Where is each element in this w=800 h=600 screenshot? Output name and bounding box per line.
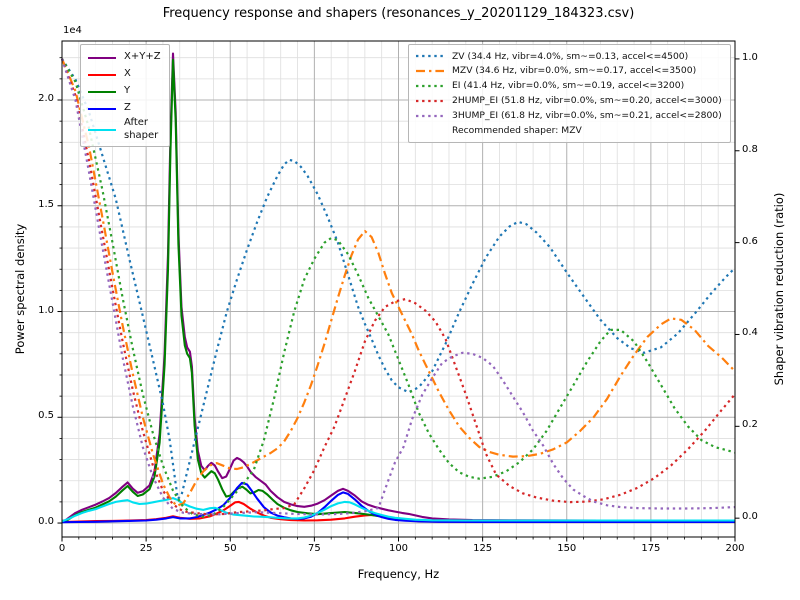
y-left-tick-label: 1.5 — [38, 198, 54, 210]
legend-swatch-y — [88, 90, 116, 93]
legend-item: X+Y+Z — [87, 49, 161, 66]
series-3hump-ei — [60, 58, 736, 516]
y-right-tick-label: 1.0 — [742, 51, 758, 63]
y-left-tick-label: 1.0 — [38, 304, 54, 316]
legend-item: MZV (34.6 Hz, vibr=0.0%, sm~=0.17, accel… — [415, 64, 722, 79]
legend-item-label: ZV (34.4 Hz, vibr=4.0%, sm~=0.13, accel<… — [452, 50, 689, 62]
legend-item: Z — [87, 100, 161, 117]
legend-item-label: Y — [124, 85, 131, 97]
series-y — [61, 58, 735, 524]
y-right-tick-label: 0.6 — [742, 235, 758, 247]
series-ei — [61, 58, 736, 518]
legend-swatch-after-shaper — [88, 128, 116, 131]
y-left-tick-label: 0.5 — [38, 410, 54, 422]
x-axis-label: Frequency, Hz — [357, 567, 440, 581]
y-right-tick-label: 0.4 — [742, 327, 758, 339]
x-tick-label: 50 — [223, 543, 237, 554]
legend-item: X — [87, 66, 161, 83]
legend-item: EI (41.4 Hz, vibr=0.0%, sm~=0.19, accel<… — [415, 79, 722, 94]
series-mzv — [60, 58, 736, 507]
y-right-axis-label: Shaper vibration reduction (ratio) — [772, 192, 786, 386]
y-left-tick-label: 2.0 — [38, 93, 54, 104]
x-tick-label: 150 — [557, 543, 577, 554]
legend-item-label: X+Y+Z — [124, 51, 161, 63]
y-right-tick-label: 0.8 — [742, 143, 758, 155]
y-right-tick-label: 0.0 — [742, 511, 758, 523]
series-zv — [61, 58, 736, 500]
x-tick-label: 25 — [139, 543, 153, 554]
x-tick-label: 100 — [388, 543, 409, 554]
series-z — [61, 481, 735, 524]
legend-swatch-2hump-ei — [416, 99, 444, 102]
legend-swatch-ei — [416, 84, 444, 88]
legend-swatch-mzv — [416, 70, 444, 73]
legend-item-label: 3HUMP_EI (61.8 Hz, vibr=0.0%, sm~=0.21, … — [452, 109, 722, 121]
legend-item-label: EI (41.4 Hz, vibr=0.0%, sm~=0.19, accel<… — [452, 80, 685, 92]
recommended-shaper-note: Recommended shaper: MZV — [452, 124, 582, 136]
x-tick-label: 200 — [725, 543, 745, 554]
legend-swatch-3hump-ei — [416, 114, 444, 117]
legend-item-label: MZV (34.6 Hz, vibr=0.0%, sm~=0.17, accel… — [452, 65, 697, 77]
legend-item-label: X — [124, 68, 131, 80]
legend-item: ZV (34.4 Hz, vibr=4.0%, sm~=0.13, accel<… — [415, 49, 722, 64]
y-left-tick-label: 0.0 — [38, 516, 54, 528]
legend-item: Y — [87, 83, 161, 100]
x-tick-label: 125 — [473, 543, 493, 554]
legend-swatch-x — [88, 73, 116, 76]
legend-item: 3HUMP_EI (61.8 Hz, vibr=0.0%, sm~=0.21, … — [415, 108, 722, 123]
x-tick-label: 175 — [641, 543, 661, 554]
legend-item-label: 2HUMP_EI (51.8 Hz, vibr=0.0%, sm~=0.20, … — [452, 95, 722, 107]
legend-shapers: ZV (34.4 Hz, vibr=4.0%, sm~=0.13, accel<… — [408, 44, 731, 143]
x-tick-label: 0 — [58, 543, 66, 554]
series-2hump-ei — [60, 58, 736, 516]
legend-item: 2HUMP_EI (51.8 Hz, vibr=0.0%, sm~=0.20, … — [415, 93, 722, 108]
chart-title: Frequency response and shapers (resonanc… — [162, 6, 635, 21]
legend-psd: X+Y+Z X Y Z After shaper — [80, 44, 170, 147]
legend-swatch-zv — [416, 55, 444, 58]
series-after-shaper — [61, 497, 735, 523]
y-left-axis-label: Power spectral density — [13, 223, 27, 355]
legend-item-label: After shaper — [124, 117, 159, 141]
y-right-tick-label: 0.2 — [742, 419, 758, 431]
legend-item-label: Z — [124, 102, 131, 114]
legend-swatch-z — [88, 107, 116, 110]
legend-swatch-x-y-z — [88, 56, 116, 59]
y-left-offset-text: 1e4 — [63, 25, 82, 36]
x-tick-label: 75 — [308, 543, 321, 554]
legend-item: After shaper — [87, 117, 161, 142]
